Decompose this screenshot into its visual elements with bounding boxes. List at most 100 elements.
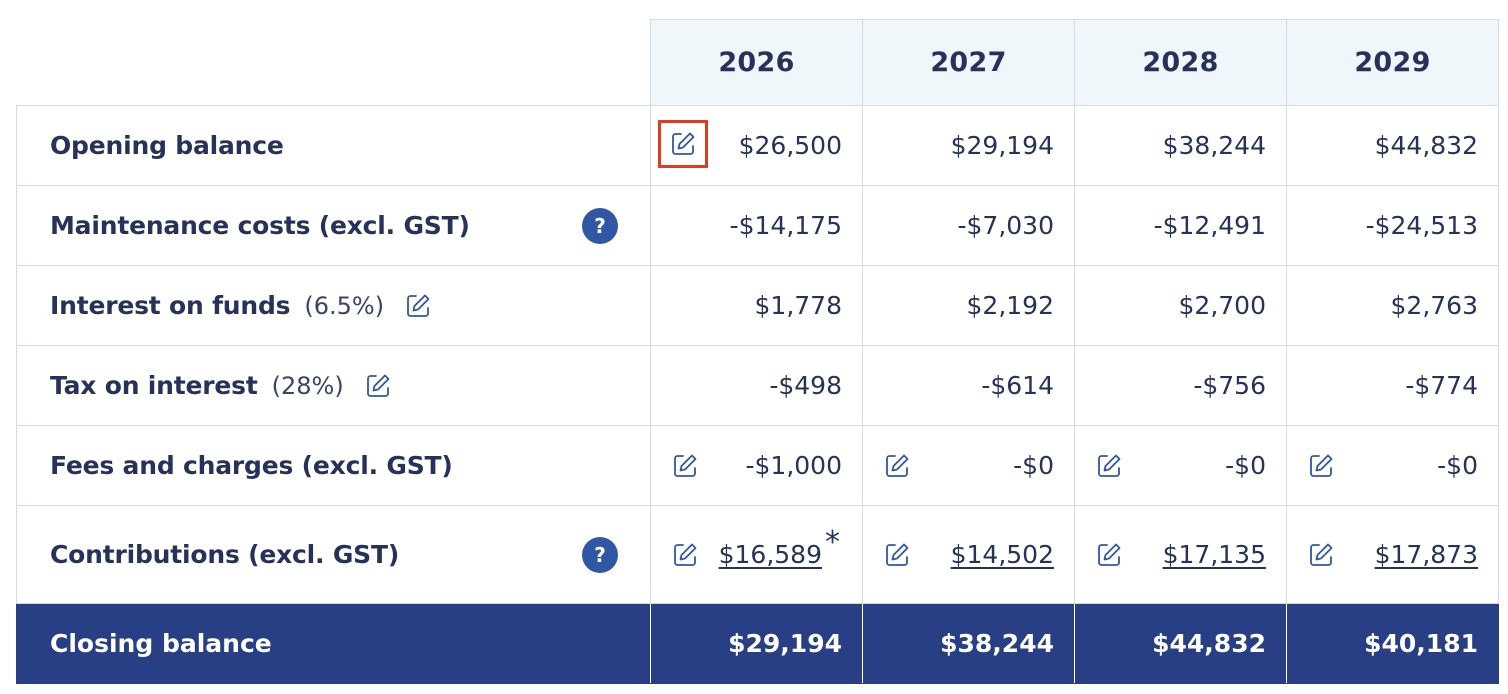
opening-balance-2026: $26,500 bbox=[650, 105, 863, 186]
edit-fees-2029-button[interactable] bbox=[1307, 452, 1335, 480]
row-label-cell: Fees and charges (excl. GST) bbox=[16, 425, 651, 506]
fees-and-charges-2029: -$0 bbox=[1286, 425, 1499, 506]
cell-value: $44,832 bbox=[1152, 629, 1266, 658]
interest-on-funds-2029: $2,763 bbox=[1286, 265, 1499, 346]
table-row-fees-and-charges: Fees and charges (excl. GST) -$1,000 -$0 bbox=[16, 425, 1499, 506]
cell-value: -$24,513 bbox=[1365, 211, 1478, 240]
row-label: Opening balance bbox=[50, 131, 284, 160]
cell-value: $29,194 bbox=[728, 629, 842, 658]
cell-value: -$756 bbox=[1193, 371, 1266, 400]
opening-balance-2029: $44,832 bbox=[1286, 105, 1499, 186]
pencil-square-icon bbox=[1098, 454, 1121, 477]
cell-value: -$1,000 bbox=[745, 451, 843, 480]
row-label: Fees and charges (excl. GST) bbox=[50, 451, 453, 480]
cell-value: $40,181 bbox=[1364, 629, 1478, 658]
maintenance-costs-2026: -$14,175 bbox=[650, 185, 863, 266]
tax-on-interest-2027: -$614 bbox=[862, 345, 1075, 426]
cell-value: -$614 bbox=[981, 371, 1054, 400]
edit-contributions-2028-button[interactable] bbox=[1095, 541, 1123, 569]
pencil-square-icon bbox=[674, 543, 697, 566]
closing-balance-2029: $40,181 bbox=[1286, 603, 1499, 684]
row-label-cell: Opening balance bbox=[16, 105, 651, 186]
contributions-2029: $17,873 bbox=[1286, 505, 1499, 604]
cell-value: $38,244 bbox=[940, 629, 1054, 658]
row-label: Closing balance bbox=[50, 629, 272, 658]
contribution-link[interactable]: $17,873 bbox=[1374, 540, 1478, 569]
contribution-link[interactable]: $16,589 bbox=[718, 540, 822, 569]
row-label: Maintenance costs (excl. GST) bbox=[50, 211, 470, 240]
row-label: Contributions (excl. GST) bbox=[50, 540, 400, 569]
cell-value: $1,778 bbox=[754, 291, 842, 320]
row-label: Interest on funds bbox=[50, 291, 291, 320]
question-circle-icon[interactable]: ? bbox=[582, 536, 618, 573]
year-header-2026: 2026 bbox=[650, 19, 863, 106]
contributions-2027: $14,502 bbox=[862, 505, 1075, 604]
cell-value: -$12,491 bbox=[1153, 211, 1266, 240]
table-row-tax-on-interest: Tax on interest (28%) -$498 -$614 -$756 … bbox=[16, 345, 1499, 426]
table-row-closing-balance: Closing balance $29,194 $38,244 $44,832 … bbox=[16, 603, 1499, 684]
closing-balance-2027: $38,244 bbox=[862, 603, 1075, 684]
table-row-interest-on-funds: Interest on funds (6.5%) $1,778 $2,192 $… bbox=[16, 265, 1499, 346]
edit-contributions-2029-button[interactable] bbox=[1307, 541, 1335, 569]
header-blank-cell bbox=[16, 19, 651, 106]
cell-value: -$498 bbox=[769, 371, 842, 400]
contributions-2028: $17,135 bbox=[1074, 505, 1287, 604]
cell-value: $29,194 bbox=[950, 131, 1054, 160]
cell-value: $2,763 bbox=[1390, 291, 1478, 320]
table-row-opening-balance: Opening balance $26,500 $29,194 $38,244 … bbox=[16, 105, 1499, 186]
question-circle-icon[interactable]: ? bbox=[582, 207, 618, 244]
cell-value: -$0 bbox=[1437, 451, 1478, 480]
pencil-square-icon bbox=[674, 454, 697, 477]
year-header-2029: 2029 bbox=[1286, 19, 1499, 106]
cell-value: $44,832 bbox=[1374, 131, 1478, 160]
tax-rate: (28%) bbox=[271, 371, 344, 400]
closing-balance-2026: $29,194 bbox=[650, 603, 863, 684]
contribution-link[interactable]: $17,135 bbox=[1162, 540, 1266, 569]
row-label-cell: Interest on funds (6.5%) bbox=[16, 265, 651, 346]
tax-on-interest-2026: -$498 bbox=[650, 345, 863, 426]
edit-fees-2028-button[interactable] bbox=[1095, 452, 1123, 480]
pencil-square-icon bbox=[886, 543, 909, 566]
fund-forecast-table: 2026 2027 2028 2029 Opening balance $26 bbox=[16, 19, 1499, 684]
edit-opening-balance-button[interactable] bbox=[658, 119, 708, 168]
row-label-cell: Closing balance bbox=[16, 603, 651, 684]
pencil-square-icon bbox=[1098, 543, 1121, 566]
edit-fees-2026-button[interactable] bbox=[671, 452, 699, 480]
row-label-cell: Maintenance costs (excl. GST) ? bbox=[16, 185, 651, 266]
tax-on-interest-2029: -$774 bbox=[1286, 345, 1499, 426]
cell-value: -$0 bbox=[1225, 451, 1266, 480]
opening-balance-2027: $29,194 bbox=[862, 105, 1075, 186]
row-label-cell: Tax on interest (28%) bbox=[16, 345, 651, 426]
maintenance-costs-2028: -$12,491 bbox=[1074, 185, 1287, 266]
edit-interest-rate-button[interactable] bbox=[404, 292, 432, 320]
pencil-square-icon bbox=[1310, 543, 1333, 566]
maintenance-costs-2027: -$7,030 bbox=[862, 185, 1075, 266]
year-header-2027: 2027 bbox=[862, 19, 1075, 106]
cell-value: -$774 bbox=[1405, 371, 1478, 400]
edit-tax-rate-button[interactable] bbox=[364, 372, 392, 400]
closing-balance-2028: $44,832 bbox=[1074, 603, 1287, 684]
pencil-square-icon bbox=[1310, 454, 1333, 477]
interest-on-funds-2027: $2,192 bbox=[862, 265, 1075, 346]
fees-and-charges-2026: -$1,000 bbox=[650, 425, 863, 506]
edit-contributions-2027-button[interactable] bbox=[883, 541, 911, 569]
year-header-row: 2026 2027 2028 2029 bbox=[16, 19, 1499, 106]
footnote-marker: * bbox=[825, 525, 840, 560]
interest-on-funds-2026: $1,778 bbox=[650, 265, 863, 346]
table-row-maintenance-costs: Maintenance costs (excl. GST) ? -$14,175… bbox=[16, 185, 1499, 266]
interest-on-funds-2028: $2,700 bbox=[1074, 265, 1287, 346]
edit-fees-2027-button[interactable] bbox=[883, 452, 911, 480]
cell-value: $2,192 bbox=[966, 291, 1054, 320]
maintenance-costs-2029: -$24,513 bbox=[1286, 185, 1499, 266]
year-header-2028: 2028 bbox=[1074, 19, 1287, 106]
cell-value: -$0 bbox=[1013, 451, 1054, 480]
tax-on-interest-2028: -$756 bbox=[1074, 345, 1287, 426]
cell-value: -$7,030 bbox=[957, 211, 1055, 240]
cell-value: $26,500 bbox=[738, 131, 842, 160]
edit-contributions-2026-button[interactable] bbox=[671, 541, 699, 569]
budget-forecast: 2026 2027 2028 2029 Opening balance $26 bbox=[16, 19, 1499, 684]
fees-and-charges-2028: -$0 bbox=[1074, 425, 1287, 506]
contributions-2026: $16,589 * bbox=[650, 505, 863, 604]
contribution-link[interactable]: $14,502 bbox=[950, 540, 1054, 569]
opening-balance-2028: $38,244 bbox=[1074, 105, 1287, 186]
